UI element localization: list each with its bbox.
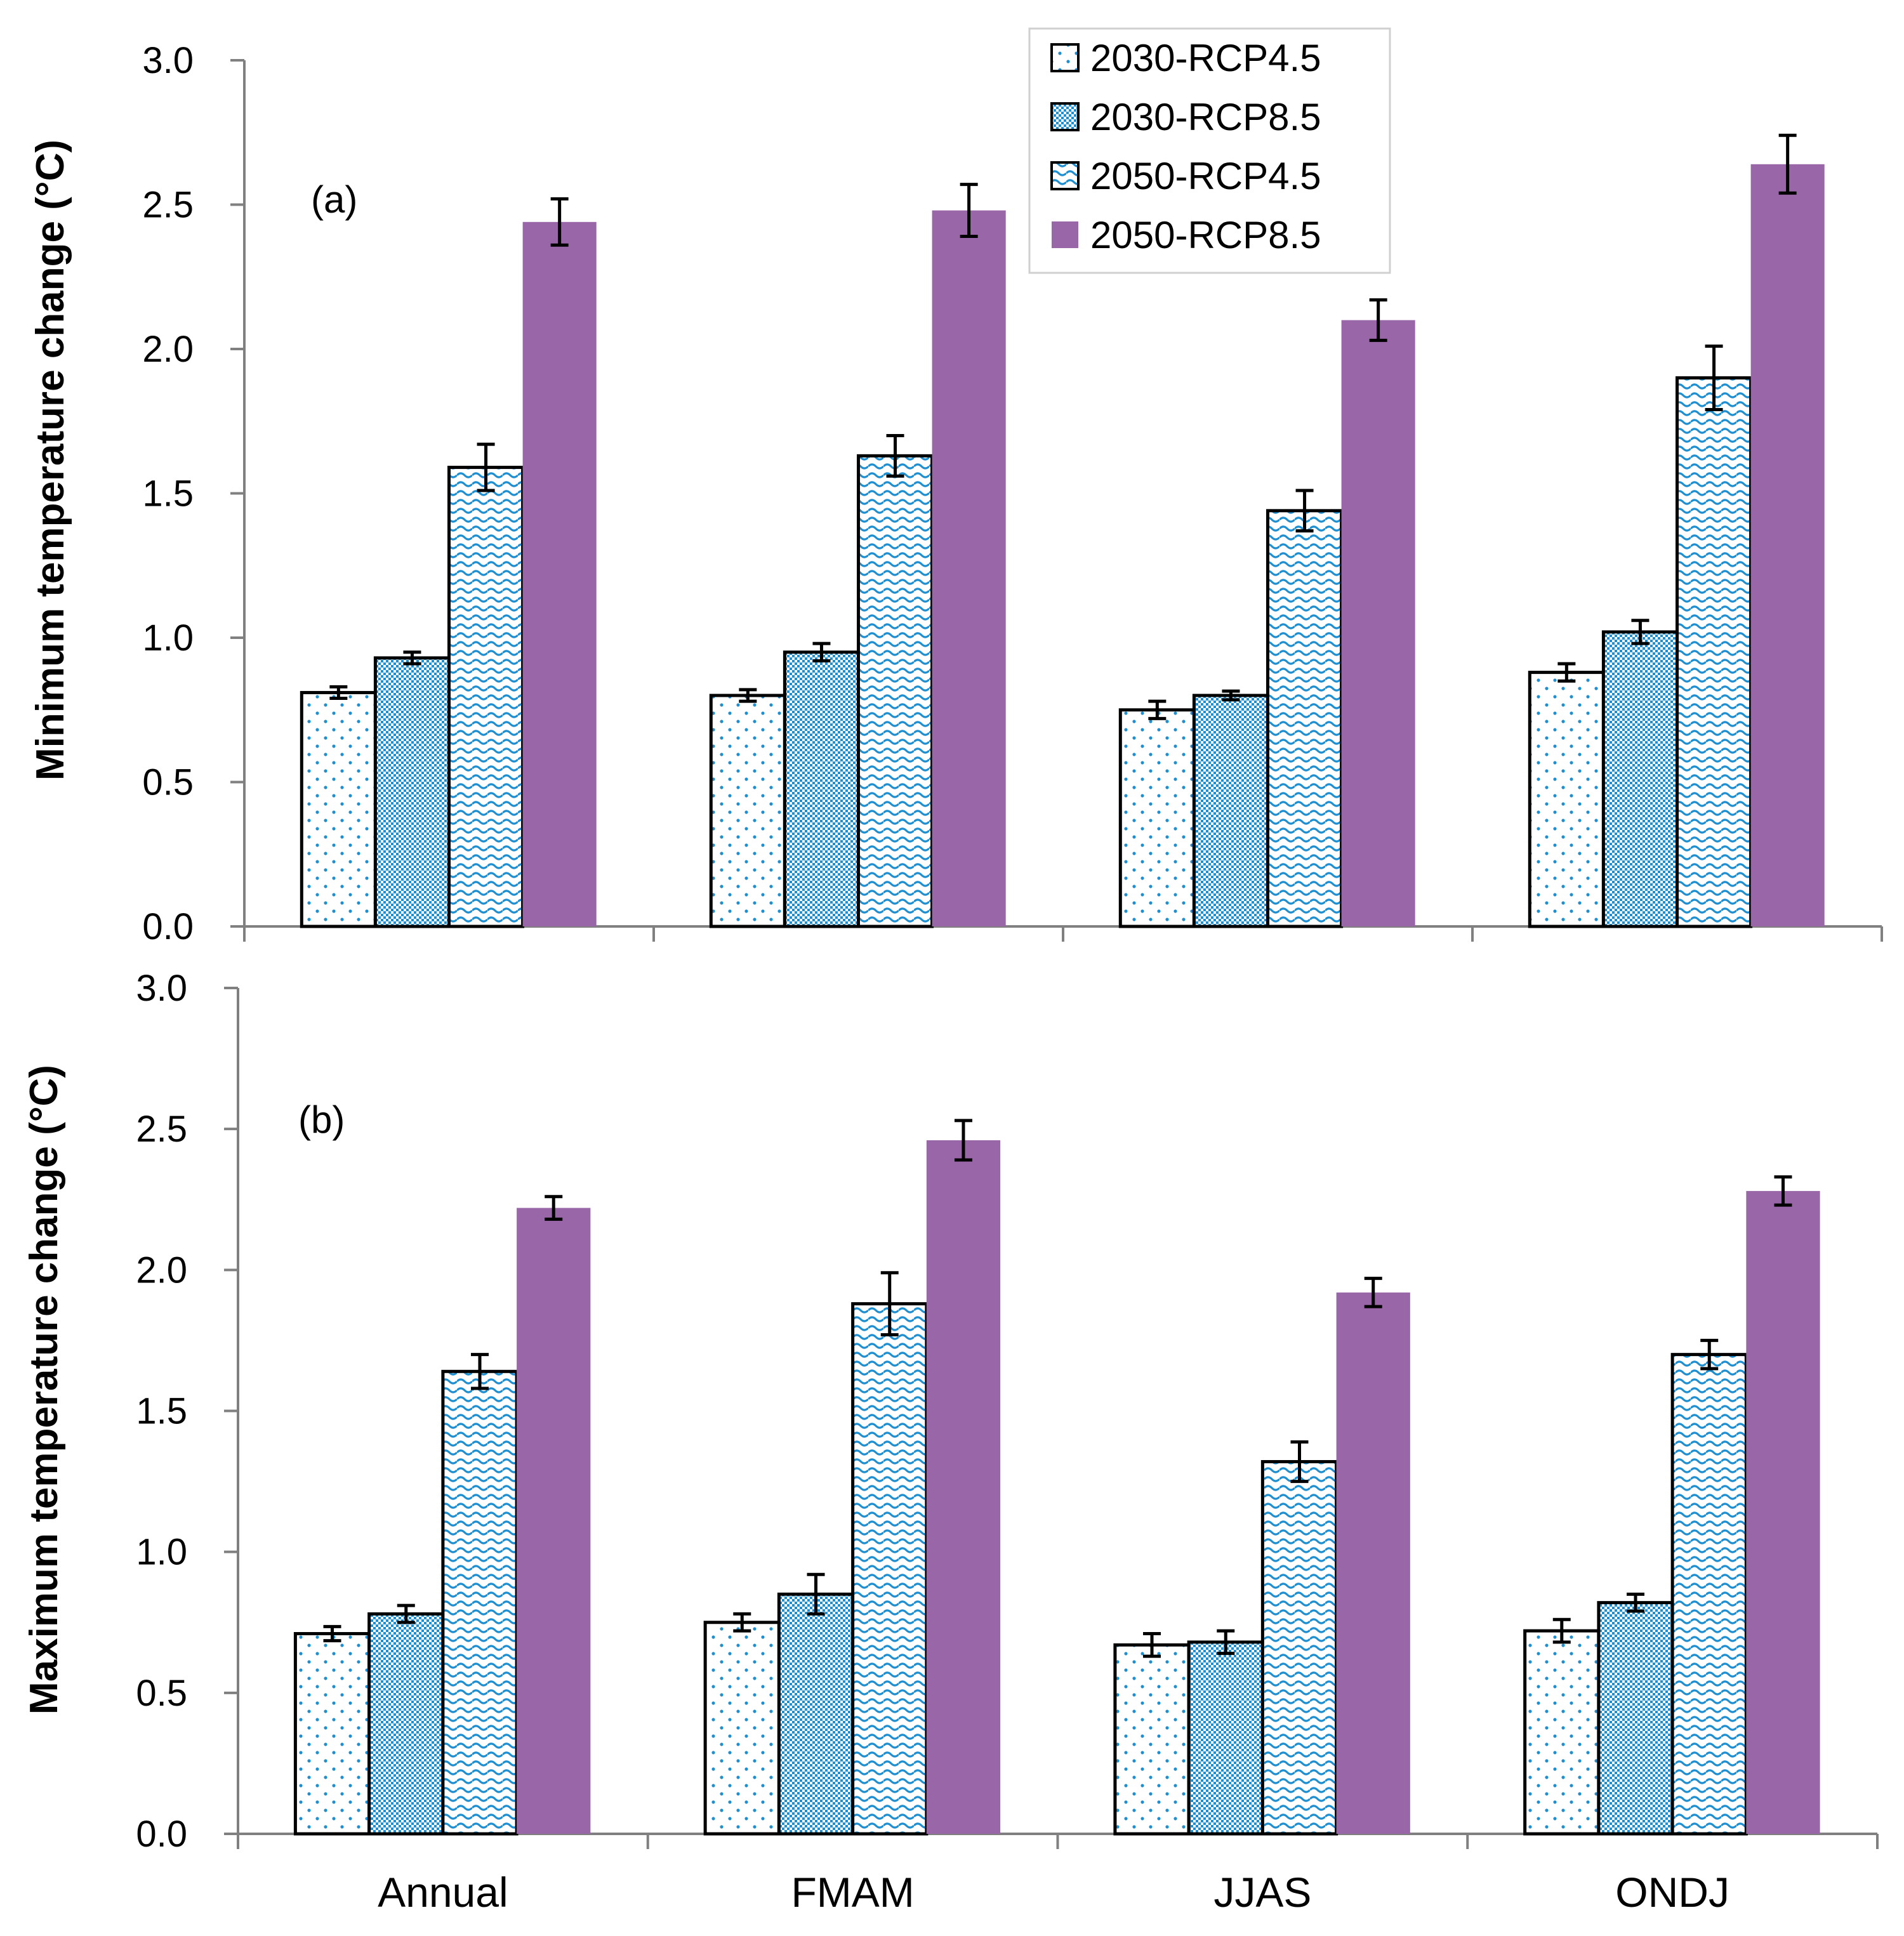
bar-2050-rcp45-ondj [1670,1353,1748,1836]
bar-2030-rcp45-annual [300,690,377,928]
y-tick-label: 0.0 [142,906,194,947]
legend-label-2050-rcp85: 2050-RCP8.5 [1090,214,1321,256]
bar-2030-rcp45-ondj [1523,1629,1601,1836]
y-tick-label: 1.0 [136,1532,187,1573]
bar-2030-rcp85-ondj [1601,630,1679,928]
bar-2050-rcp85-annual [522,221,597,926]
legend: 2030-RCP4.5 2030-RCP8.5 2050-RCP4.5 2050… [1028,27,1391,274]
bar-2050-rcp85-jjas [1341,320,1415,926]
error-bar [807,1572,825,1616]
bar-2030-rcp45-annual [293,1632,371,1836]
bar-2050-rcp45-jjas [1260,1459,1339,1836]
bar-2050-rcp85-fmam [932,210,1006,927]
panel-a-label: (a) [311,178,357,221]
y-tick-label: 1.5 [142,473,194,515]
bar-2050-rcp85-fmam [926,1140,1001,1834]
y-tick-label: 0.5 [136,1673,187,1714]
legend-label-2030-rcp45: 2030-RCP4.5 [1090,37,1321,79]
bar-2050-rcp45-jjas [1266,509,1344,928]
bar-2030-rcp85-fmam [777,1592,855,1836]
bar-2030-rcp45-fmam [709,694,786,928]
error-bar [1295,489,1314,533]
y-tick-label: 2.5 [142,185,194,226]
legend-label-2050-rcp45: 2050-RCP4.5 [1090,155,1321,197]
legend-frame [1028,27,1391,274]
error-bar [954,1119,972,1162]
bar-2050-rcp85-ondj [1746,1190,1820,1834]
error-bar [960,183,978,239]
error-bar [1143,1632,1161,1658]
error-bar [470,1353,489,1390]
bar-2030-rcp45-ondj [1528,671,1605,928]
y-axis-title-min-temp: Minimum temperature change (°C) [29,140,72,780]
legend-label-2030-rcp85: 2030-RCP8.5 [1090,96,1321,138]
bar-2050-rcp45-fmam [857,454,934,928]
y-tick-label: 0.5 [142,762,194,803]
error-bar [1774,1175,1792,1207]
error-bar [886,434,904,478]
error-bar [550,197,569,247]
error-bar [1557,662,1576,683]
error-bar [1700,1338,1719,1371]
error-bar [397,1603,415,1624]
y-tick-label: 3.0 [142,40,194,81]
error-bar [1148,699,1167,720]
error-bar [403,650,421,666]
bar-2030-rcp85-fmam [783,650,861,928]
y-tick-label: 1.5 [136,1391,187,1432]
y-tick-label: 0.0 [136,1814,187,1855]
y-tick-label: 2.0 [142,329,194,370]
error-bar [323,1624,341,1643]
x-category-label-ondj: ONDJ [1615,1869,1729,1916]
bar-2050-rcp45-fmam [851,1302,929,1836]
error-bar [739,688,757,703]
bar-2030-rcp45-fmam [703,1621,781,1836]
error-bar [1364,1277,1382,1308]
legend-swatch-2050-rcp45 [1050,161,1080,190]
error-bar [880,1271,899,1337]
legend-swatch-2030-rcp85 [1050,102,1080,131]
error-bar [1290,1440,1309,1484]
error-bar [1631,619,1649,645]
error-bar [477,442,495,492]
legend-swatch-2030-rcp45 [1050,43,1080,72]
bar-2030-rcp85-annual [373,656,451,928]
bar-2030-rcp85-annual [367,1612,445,1836]
bar-2050-rcp45-ondj [1676,376,1753,928]
panel-b-max-temperature: 0.0 0.5 1.0 1.5 2.0 2.5 3.0 Annual FMAM JJAS ONDJ [136,968,1879,1916]
error-bar [733,1612,751,1633]
error-bar [1778,133,1797,195]
bar-2050-rcp85-ondj [1750,164,1825,926]
bar-2050-rcp85-annual [517,1208,591,1834]
error-bar [1627,1592,1645,1613]
x-category-label-annual: Annual [378,1869,508,1916]
bar-2030-rcp85-jjas [1187,1640,1264,1836]
legend-swatch-2050-rcp85 [1052,221,1078,248]
bar-2030-rcp85-jjas [1192,694,1270,928]
bar-2050-rcp45-annual [447,466,525,928]
error-bar [329,685,348,701]
error-bar [1369,298,1387,342]
y-tick-label: 2.0 [136,1249,187,1291]
y-axis-title-max-temp: Maximum temperature change (°C) [22,1065,66,1715]
bar-2030-rcp45-jjas [1113,1643,1191,1836]
x-category-label-jjas: JJAS [1213,1869,1311,1916]
bar-2050-rcp45-annual [441,1369,519,1836]
panel-a-min-temperature: 0.0 0.5 1.0 1.5 2.0 2.5 3.0 [142,40,1883,947]
y-tick-label: 1.0 [142,617,194,659]
error-bar [1222,689,1240,702]
error-bar [1705,344,1723,412]
y-tick-label: 2.5 [136,1109,187,1150]
y-tick-label: 3.0 [136,968,187,1009]
bar-2030-rcp45-jjas [1118,708,1196,928]
error-bar [812,642,831,662]
bar-2030-rcp85-ondj [1597,1601,1674,1836]
bar-2050-rcp85-jjas [1336,1292,1410,1834]
error-bar [1217,1629,1235,1656]
error-bar [1552,1617,1571,1644]
error-bar [545,1195,563,1221]
x-category-label-fmam: FMAM [791,1869,914,1916]
panel-b-label: (b) [298,1098,345,1141]
